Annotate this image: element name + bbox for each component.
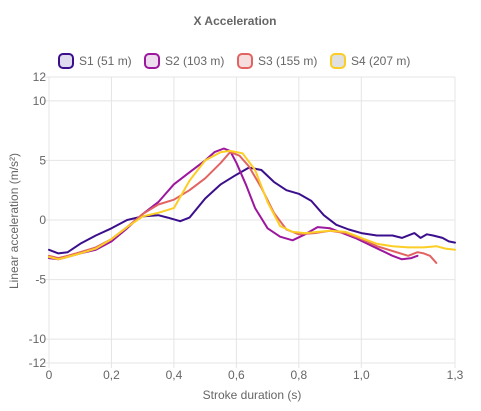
x-axis-ticks: 0 0,2 0,4 0,6 0,8 1,0 1,3 [46, 368, 464, 382]
legend-swatch [58, 53, 74, 69]
legend-label: S1 (51 m) [79, 54, 132, 68]
series-lines [48, 147, 456, 264]
legend-label: S4 (207 m) [351, 54, 410, 68]
series-line-s3 [48, 151, 438, 264]
legend-swatch [144, 53, 160, 69]
legend-label: S2 (103 m) [165, 54, 224, 68]
x-tick-label: 0,6 [228, 368, 245, 382]
legend-swatch [237, 53, 253, 69]
series-line-s2 [48, 147, 419, 261]
series-line-s1 [48, 166, 456, 255]
legend-item-s4[interactable]: S4 (207 m) [330, 53, 410, 69]
legend-item-s1[interactable]: S1 (51 m) [58, 53, 132, 69]
y-tick-label: -10 [29, 332, 47, 346]
y-tick-label: 5 [39, 153, 46, 167]
chart-grid [44, 76, 456, 368]
x-tick-label: 0,2 [103, 368, 120, 382]
chart-title: X Acceleration [194, 14, 277, 28]
legend-item-s2[interactable]: S2 (103 m) [144, 53, 224, 69]
chart-legend: S1 (51 m) S2 (103 m) S3 (155 m) S4 (207 m) [58, 53, 410, 69]
x-tick-label: 1,0 [353, 368, 370, 382]
x-tick-label: 1,3 [447, 368, 464, 382]
x-tick-label: 0,8 [291, 368, 308, 382]
x-tick-label: 0,4 [166, 368, 183, 382]
x-axis-label: Stroke duration (s) [203, 388, 302, 402]
y-tick-label: -12 [29, 356, 47, 370]
y-axis-label: Linear acceleration (m/s²) [7, 153, 21, 289]
series-line-s4 [48, 149, 456, 261]
legend-label: S3 (155 m) [258, 54, 317, 68]
y-tick-label: 0 [39, 213, 46, 227]
y-axis-ticks: 12 10 5 0 -5 -10 -12 [29, 70, 47, 370]
y-tick-label: 12 [33, 70, 47, 84]
y-tick-label: 10 [33, 94, 47, 108]
y-tick-label: -5 [35, 273, 46, 287]
x-tick-label: 0 [46, 368, 53, 382]
legend-item-s3[interactable]: S3 (155 m) [237, 53, 317, 69]
legend-swatch [330, 53, 346, 69]
